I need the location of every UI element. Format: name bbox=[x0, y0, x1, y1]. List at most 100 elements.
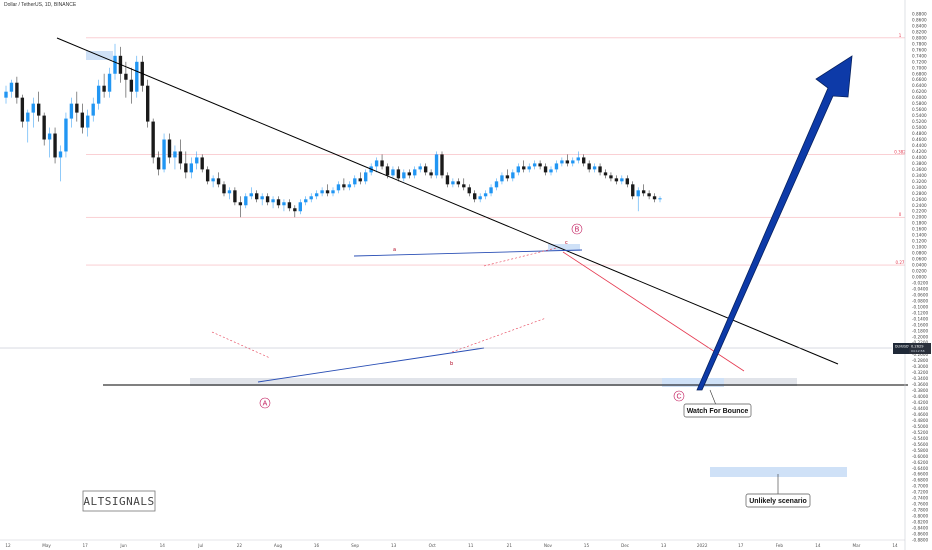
candle-body[interactable] bbox=[641, 190, 646, 194]
candle-body[interactable] bbox=[473, 193, 477, 200]
candle-body[interactable] bbox=[620, 178, 624, 182]
candle-body[interactable] bbox=[129, 79, 134, 92]
candle-body[interactable] bbox=[102, 85, 106, 92]
candle-body[interactable] bbox=[418, 166, 422, 170]
candle-body[interactable] bbox=[124, 73, 128, 80]
candle-body[interactable] bbox=[353, 178, 357, 185]
candle-body[interactable] bbox=[483, 193, 488, 197]
candle-body[interactable] bbox=[423, 166, 428, 173]
candle-body[interactable] bbox=[364, 172, 368, 182]
candle-body[interactable] bbox=[631, 184, 635, 197]
candle-body[interactable] bbox=[560, 160, 564, 164]
candle-body[interactable] bbox=[614, 178, 619, 182]
candle-body[interactable] bbox=[549, 169, 553, 173]
candle-body[interactable] bbox=[75, 103, 79, 113]
candle-body[interactable] bbox=[15, 82, 19, 98]
candle-body[interactable] bbox=[434, 154, 439, 176]
candle-body[interactable] bbox=[500, 175, 504, 182]
candle-body[interactable] bbox=[107, 73, 112, 92]
candle-body[interactable] bbox=[216, 178, 221, 185]
candle-body[interactable] bbox=[647, 193, 651, 197]
candle-body[interactable] bbox=[320, 190, 324, 194]
candle-body[interactable] bbox=[233, 190, 237, 203]
bullish-arrow-icon[interactable] bbox=[696, 55, 853, 391]
candle-body[interactable] bbox=[385, 166, 390, 176]
candle-body[interactable] bbox=[37, 103, 41, 116]
candle-body[interactable] bbox=[227, 190, 232, 194]
candle-body[interactable] bbox=[309, 196, 313, 200]
candle-body[interactable] bbox=[516, 166, 520, 173]
candle-body[interactable] bbox=[582, 157, 586, 164]
candle-body[interactable] bbox=[287, 202, 292, 209]
candle-body[interactable] bbox=[135, 61, 139, 92]
candle-body[interactable] bbox=[576, 157, 580, 161]
candle-body[interactable] bbox=[255, 193, 259, 200]
candle-body[interactable] bbox=[265, 196, 270, 203]
upper-blue-line[interactable] bbox=[353, 249, 583, 257]
candle-body[interactable] bbox=[222, 184, 226, 194]
candle-body[interactable] bbox=[69, 103, 74, 119]
candle-body[interactable] bbox=[489, 187, 493, 194]
candle-body[interactable] bbox=[325, 190, 330, 194]
candle-body[interactable] bbox=[587, 163, 591, 170]
candle-body[interactable] bbox=[200, 157, 204, 170]
candle-body[interactable] bbox=[543, 166, 548, 173]
candle-body[interactable] bbox=[571, 160, 575, 164]
candle-body[interactable] bbox=[658, 198, 662, 200]
candle-body[interactable] bbox=[592, 166, 597, 170]
candle-body[interactable] bbox=[298, 202, 302, 212]
candle-body[interactable] bbox=[293, 208, 297, 212]
candle-body[interactable] bbox=[609, 175, 613, 179]
candle-body[interactable] bbox=[391, 169, 395, 176]
candle-body[interactable] bbox=[407, 172, 411, 176]
candle-body[interactable] bbox=[205, 169, 210, 182]
candle-body[interactable] bbox=[652, 196, 657, 200]
candle-body[interactable] bbox=[532, 163, 537, 167]
candle-body[interactable] bbox=[184, 163, 188, 173]
candle-body[interactable] bbox=[20, 97, 25, 122]
candle-body[interactable] bbox=[53, 133, 57, 158]
candle-body[interactable] bbox=[4, 91, 8, 98]
candle-body[interactable] bbox=[347, 184, 352, 188]
candle-body[interactable] bbox=[565, 160, 570, 164]
candle-body[interactable] bbox=[58, 151, 63, 158]
candle-body[interactable] bbox=[249, 193, 253, 197]
lower-blue-line[interactable] bbox=[257, 347, 485, 383]
candle-body[interactable] bbox=[195, 157, 199, 164]
main-downtrend-line[interactable] bbox=[56, 37, 839, 365]
candle-body[interactable] bbox=[282, 202, 286, 206]
candle-body[interactable] bbox=[314, 193, 319, 197]
candle-body[interactable] bbox=[42, 115, 46, 140]
candle-body[interactable] bbox=[47, 133, 52, 140]
candle-body[interactable] bbox=[91, 103, 95, 116]
candle-body[interactable] bbox=[9, 82, 14, 92]
candle-body[interactable] bbox=[527, 166, 531, 170]
candle-body[interactable] bbox=[625, 178, 629, 185]
candle-body[interactable] bbox=[538, 163, 542, 167]
candle-body[interactable] bbox=[456, 181, 461, 185]
candle-body[interactable] bbox=[598, 166, 602, 173]
candle-body[interactable] bbox=[238, 202, 243, 206]
candle-body[interactable] bbox=[151, 121, 155, 158]
candle-body[interactable] bbox=[429, 172, 433, 176]
candle-body[interactable] bbox=[80, 112, 84, 128]
candle-body[interactable] bbox=[342, 184, 346, 188]
candle-body[interactable] bbox=[156, 157, 161, 170]
candle-body[interactable] bbox=[86, 115, 90, 128]
candle-body[interactable] bbox=[244, 196, 248, 206]
candle-body[interactable] bbox=[336, 184, 341, 191]
candle-body[interactable] bbox=[603, 172, 608, 176]
candle-body[interactable] bbox=[511, 172, 515, 179]
candle-body[interactable] bbox=[96, 85, 101, 104]
candle-body[interactable] bbox=[113, 55, 117, 74]
candle-body[interactable] bbox=[271, 199, 275, 203]
candle-body[interactable] bbox=[478, 196, 482, 200]
candle-body[interactable] bbox=[331, 190, 335, 194]
candle-body[interactable] bbox=[440, 154, 444, 176]
candle-body[interactable] bbox=[413, 169, 417, 176]
candle-body[interactable] bbox=[211, 178, 215, 182]
candle-body[interactable] bbox=[494, 181, 499, 188]
candle-body[interactable] bbox=[173, 151, 177, 158]
candle-body[interactable] bbox=[64, 118, 68, 152]
